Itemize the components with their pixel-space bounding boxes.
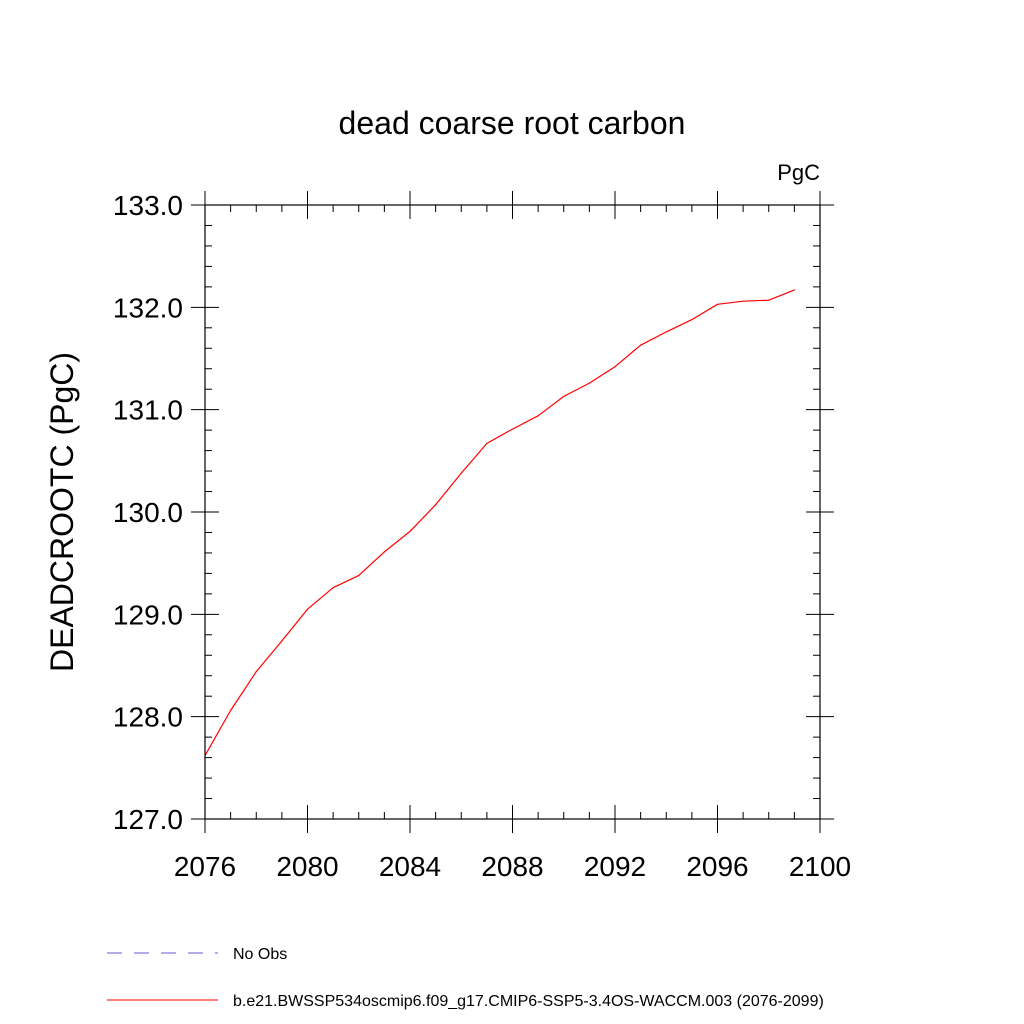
y-tick-label: 132.0	[113, 292, 183, 323]
units-label: PgC	[777, 160, 820, 185]
data-point	[537, 415, 539, 417]
data-point	[435, 504, 437, 506]
axis-ticks: 2076 2080 2084 2088 2092 2096 2100 127.0 128.0 12…	[113, 190, 851, 882]
data-point	[768, 299, 770, 301]
y-tick-label: 127.0	[113, 804, 183, 835]
series-line-0	[204, 289, 795, 756]
data-point	[281, 640, 283, 642]
data-point	[742, 300, 744, 302]
data-point	[640, 344, 642, 346]
legend: No Obs b.e21.BWSSP534oscmip6.f09_g17.CMI…	[107, 946, 824, 1010]
data-point	[486, 442, 488, 445]
y-tick-label: 131.0	[113, 395, 183, 426]
data-point	[460, 472, 462, 474]
data-point	[332, 587, 334, 589]
chart-title: dead coarse root carbon	[339, 105, 686, 141]
data-point	[306, 608, 309, 610]
legend-label-model-run: b.e21.BWSSP534oscmip6.f09_g17.CMIP6-SSP5…	[233, 993, 824, 1010]
y-tick-label: 133.0	[113, 190, 183, 221]
data-point	[563, 395, 565, 397]
x-tick-label: 2080	[276, 851, 338, 882]
y-tick-label: 130.0	[113, 497, 183, 528]
series-lines	[204, 289, 795, 757]
x-tick-label: 2100	[789, 851, 851, 882]
data-point	[588, 382, 590, 384]
data-point	[691, 319, 693, 321]
x-tick-label: 2096	[686, 851, 748, 882]
data-point	[665, 331, 667, 333]
data-point	[511, 428, 514, 430]
y-tick-label: 128.0	[113, 702, 183, 733]
x-tick-label: 2088	[481, 851, 543, 882]
data-point	[383, 551, 385, 553]
data-point	[793, 289, 795, 291]
y-tick-label: 129.0	[113, 599, 183, 630]
data-point	[230, 709, 232, 712]
data-point	[358, 574, 360, 577]
y-axis-label: DEADCROOTC (PgC)	[44, 352, 80, 672]
plot-frame	[204, 204, 821, 820]
data-point	[409, 530, 411, 533]
x-tick-label: 2084	[379, 851, 441, 882]
data-point	[255, 671, 257, 673]
data-point	[614, 366, 616, 368]
legend-label-no-obs: No Obs	[233, 946, 287, 963]
data-point	[716, 303, 719, 305]
x-tick-label: 2076	[174, 851, 236, 882]
x-tick-label: 2092	[584, 851, 646, 882]
